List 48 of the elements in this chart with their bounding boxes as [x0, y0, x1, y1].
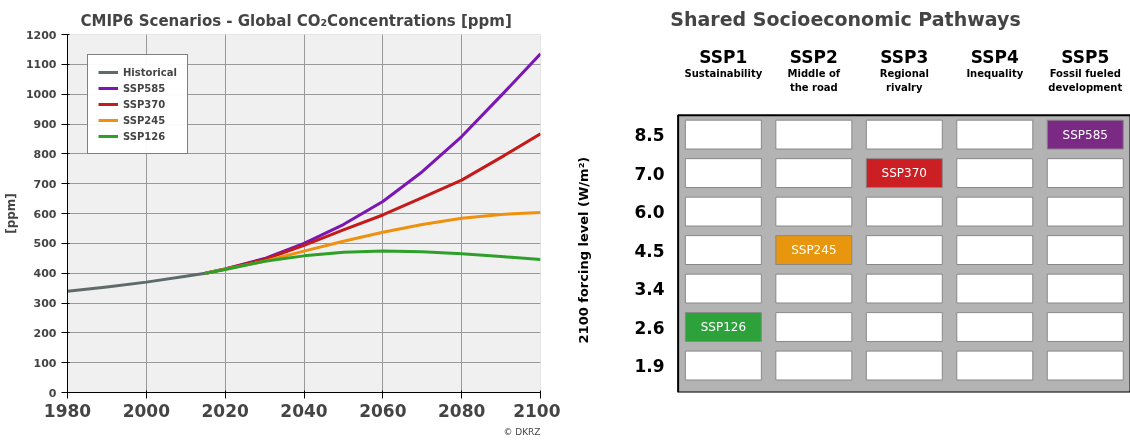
x-tick-label: 2040 [280, 400, 328, 421]
text: SSP585 [1062, 127, 1108, 142]
chart-title: Shared Socioeconomic Pathways [670, 7, 1021, 30]
chart-title: CMIP6 Scenarios - Global CO₂Concentrations [ppm] [80, 11, 512, 30]
y-tick-label: 2.6 [634, 317, 665, 338]
text: SSP370 [881, 166, 927, 181]
legend-label: SSP370 [123, 98, 166, 110]
y-tick-label: 500 [33, 237, 57, 251]
legend-label: SSP585 [123, 82, 166, 94]
y-tick-label: 4.5 [634, 240, 665, 261]
y-tick-label: 0 [48, 386, 57, 400]
legend-label: SSP245 [123, 114, 166, 126]
x-tick-label: SSP2 Middle of the road [787, 47, 841, 93]
x-tick-label: SSP3 Regional rivalry [879, 47, 929, 93]
x-tick-label: 1980 [43, 400, 92, 421]
x-tick-label: 2020 [201, 400, 249, 421]
y-tick-label: 6.0 [634, 202, 665, 223]
y-tick-label: 600 [33, 207, 57, 221]
y-tick-label: 1100 [25, 58, 57, 72]
y-axis-title: 2100 forcing level (W/m²) [575, 156, 591, 344]
legend-label: SSP126 [123, 130, 166, 142]
y-tick-label: 200 [33, 326, 57, 340]
line-series [203, 249, 541, 275]
x-tick-label: SSP4 Inequality [966, 47, 1024, 80]
y-tick-label: 1.9 [634, 356, 665, 377]
y-tick-label: 1200 [25, 28, 57, 42]
legend-label: Historical [123, 66, 177, 78]
y-tick-label: 3.4 [634, 279, 665, 300]
y-tick-label: 1000 [25, 88, 57, 102]
x-tick-label: 2000 [122, 400, 171, 421]
y-tick-label: 8.5 [634, 125, 665, 146]
x-tick-label: SSP5 Fossil fueled development [1048, 47, 1123, 93]
x-tick-label: 2100 [513, 400, 561, 421]
line-series [67, 271, 207, 293]
y-tick-label: 300 [33, 297, 57, 310]
y-tick-label: 900 [33, 118, 57, 131]
y-tick-label: 100 [33, 356, 57, 370]
text: SSP245 [791, 243, 837, 258]
y-axis-title: [ppm] [3, 193, 18, 234]
y-tick-label: 400 [33, 267, 57, 281]
text: SSP126 [700, 320, 747, 335]
y-tick-label: 800 [33, 147, 57, 161]
x-tick-label: 2080 [438, 400, 486, 421]
x-tick-label: SSP1 Sustainability [684, 47, 763, 80]
x-tick-label: 2060 [359, 400, 407, 421]
y-tick-label: 7.0 [634, 163, 665, 184]
y-tick-label: 700 [33, 177, 57, 191]
text: © DKRZ [503, 426, 541, 437]
